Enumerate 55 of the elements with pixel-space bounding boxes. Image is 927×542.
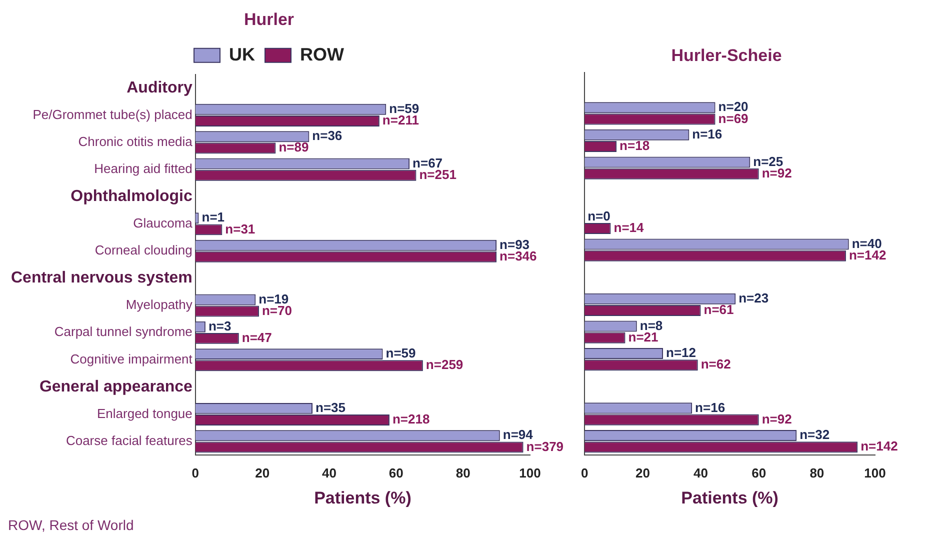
- annotation: n=14: [614, 220, 645, 236]
- y-tick-label: Hearing aid fitted: [94, 161, 192, 176]
- y-tick-label: Corneal clouding: [94, 242, 192, 258]
- x-tick-label: 100: [864, 465, 886, 480]
- y-tick-label: Myelopathy: [126, 297, 193, 312]
- annotation: n=32: [800, 427, 830, 442]
- x-tick-label: 80: [810, 465, 824, 480]
- x-tick-label: 20: [635, 465, 650, 480]
- annotation: n=31: [225, 221, 256, 236]
- x-tick-label: 0: [192, 465, 200, 480]
- annotation: n=89: [278, 140, 309, 155]
- x-tick-label: 0: [581, 465, 588, 480]
- x-axis-title: Patients (%): [681, 488, 778, 508]
- annotation: n=23: [738, 290, 769, 306]
- y-tick-label: Chronic otitis media: [78, 134, 194, 149]
- y-tick-label: Auditory: [126, 79, 192, 96]
- chart-title: Hurler-Scheie: [671, 46, 782, 65]
- annotation: n=1: [202, 210, 225, 225]
- annotation: n=59: [386, 346, 416, 361]
- y-tick-label: General appearance: [39, 378, 193, 396]
- legend-label: UK: [229, 44, 256, 64]
- x-tick-label: 80: [456, 465, 470, 480]
- chart-title: Hurler: [244, 10, 294, 29]
- annotation: n=218: [392, 412, 430, 427]
- y-tick-label: Central nervous system: [11, 270, 192, 287]
- annotation: n=92: [762, 411, 792, 426]
- y-tick-label: Enlarged tongue: [96, 406, 192, 421]
- y-tick-label: Glaucoma: [133, 216, 194, 230]
- annotation: n=36: [312, 128, 342, 144]
- y-tick-label: Ophthalmologic: [70, 188, 192, 206]
- annotation: n=61: [704, 302, 734, 318]
- text: ROW, Rest of World: [8, 517, 135, 533]
- y-tick-label: Pe/Grommet tube(s) placed: [32, 106, 192, 122]
- x-tick-label: 40: [322, 465, 336, 480]
- annotation: n=47: [242, 330, 272, 346]
- x-axis-title: Patients (%): [314, 488, 412, 508]
- x-tick-label: 60: [388, 465, 404, 480]
- annotation: n=16: [695, 400, 726, 415]
- annotation: n=16: [692, 126, 722, 142]
- y-tick-label: Cognitive impairment: [70, 351, 193, 366]
- annotation: n=35: [316, 400, 346, 416]
- x-tick-label: 60: [752, 465, 766, 480]
- x-tick-label: 40: [694, 465, 708, 480]
- annotation: n=142: [860, 438, 898, 454]
- annotation: n=0: [588, 208, 610, 224]
- annotation: n=12: [666, 345, 696, 360]
- y-tick-label: Coarse facial features: [66, 432, 193, 448]
- x-tick-label: 100: [519, 465, 541, 480]
- annotation: n=3: [208, 318, 232, 334]
- legend-label: ROW: [300, 44, 344, 64]
- annotation: n=18: [620, 138, 650, 154]
- annotation: n=259: [426, 357, 464, 372]
- annotation: n=62: [700, 356, 731, 372]
- y-tick-label: Carpal tunnel syndrome: [54, 324, 192, 340]
- x-tick-label: 20: [255, 465, 270, 480]
